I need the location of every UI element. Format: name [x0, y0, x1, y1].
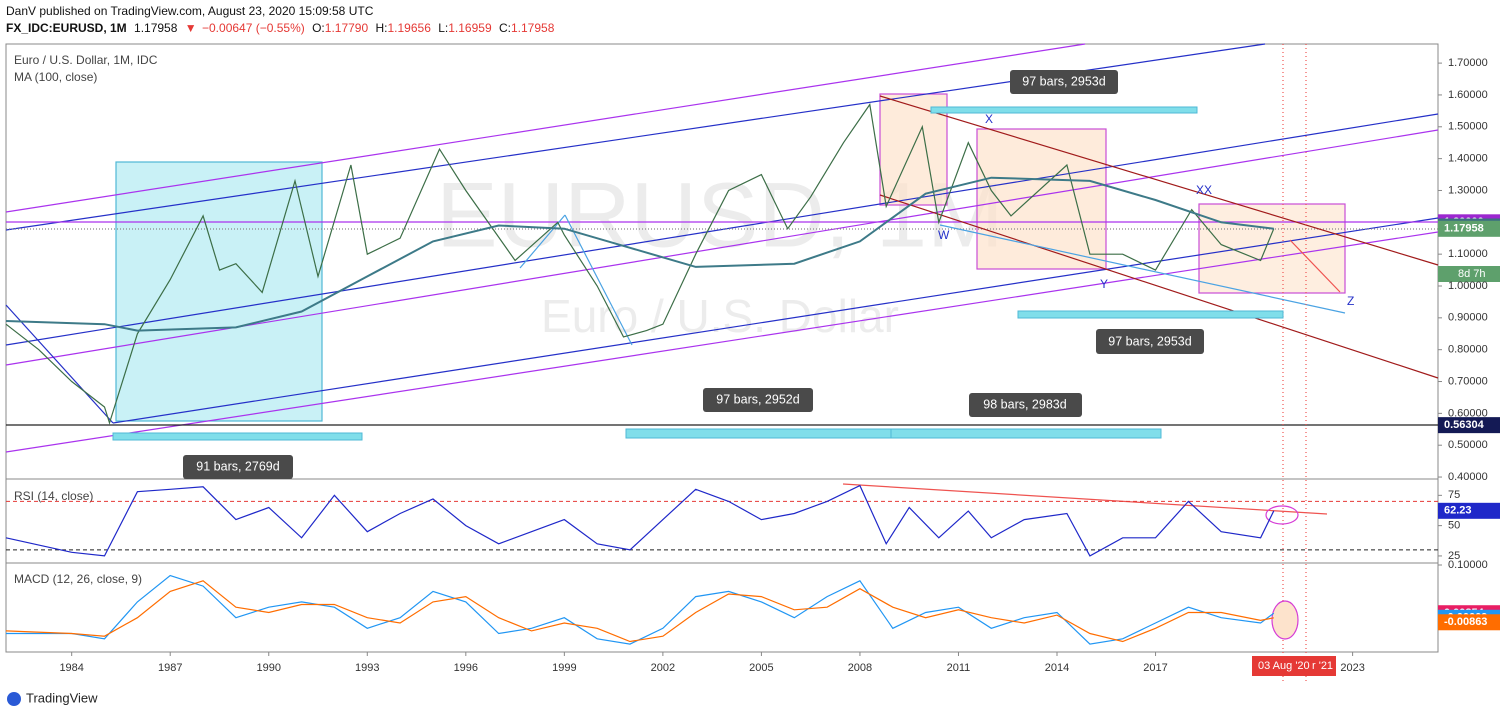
price-badge-label: 1.17958: [1444, 223, 1484, 235]
y-tick-label: 0.50000: [1448, 439, 1488, 451]
wave-label: X: [985, 112, 993, 126]
pane-title: Euro / U.S. Dollar, 1M, IDC: [14, 53, 158, 67]
range-label: 97 bars, 2953d: [1022, 74, 1105, 88]
ohlc-value: 1.16959: [448, 21, 492, 35]
ohlc-label: L:: [438, 21, 448, 35]
range-labels: 97 bars, 2953d 97 bars, 2953d 97 bars, 2…: [183, 70, 1204, 479]
drawings: [5, 43, 1439, 682]
series-line: [5, 484, 1275, 557]
date-label: r '21: [1312, 660, 1333, 672]
price-badge-label: -0.00863: [1444, 616, 1487, 628]
legend-entry: MA (100, close): [14, 70, 97, 84]
wave-label: Y: [1100, 277, 1108, 291]
x-tick-label: 1990: [257, 662, 281, 674]
last: 1.17958: [134, 21, 178, 35]
wave-label: Z: [1347, 294, 1354, 308]
x-tick-label: 2008: [848, 662, 872, 674]
y-tick-label: 0.90000: [1448, 312, 1488, 324]
countdown-badge: [1438, 266, 1500, 282]
y-tick-label: 0.80000: [1448, 344, 1488, 356]
symbol-line: FX_IDC:EURUSD, 1M 1.17958 ▼ −0.00647 (−0…: [6, 21, 555, 35]
ohlc-label: H:: [376, 21, 388, 35]
range-label: 97 bars, 2952d: [716, 392, 799, 406]
series-line: [5, 176, 1274, 332]
series-line: [5, 102, 1275, 425]
y-tick-label: 1.50000: [1448, 121, 1488, 133]
x-tick-label: 2005: [749, 662, 773, 674]
x-tick-label: 2014: [1045, 662, 1069, 674]
brand[interactable]: TradingView: [26, 690, 98, 705]
x-tick-label: 2011: [947, 662, 971, 674]
x-tick-label: 1996: [454, 662, 478, 674]
price-badge: [1438, 220, 1500, 237]
x-tick-label: 1999: [552, 662, 576, 674]
ohlc-label: C:: [499, 21, 511, 35]
y-tick-label: 50: [1448, 520, 1460, 532]
symbol: FX_IDC:EURUSD, 1M: [6, 21, 127, 35]
x-tick-label: 1993: [355, 662, 379, 674]
author-line: DanV published on TradingView.com, Augus…: [6, 4, 374, 18]
date-label: 03 Aug '20: [1258, 660, 1310, 672]
price-badge: [1438, 502, 1500, 519]
x-tick-label: 1984: [59, 662, 83, 674]
ohlc-label: O:: [312, 21, 325, 35]
range-label: 97 bars, 2953d: [1108, 334, 1191, 348]
countdown: 8d 7h: [1458, 268, 1486, 280]
y-tick-label: 1.00000: [1448, 280, 1488, 292]
y-tick-label: 75: [1448, 489, 1460, 501]
wave-labels: X W XX Y Z: [938, 112, 1354, 308]
series-line: [6, 574, 1275, 645]
wave-label: XX: [1196, 183, 1212, 197]
y-tick-label: 0.10000: [1448, 559, 1488, 571]
pane-title: RSI (14, close): [14, 489, 93, 503]
ohlc-value: 1.17790: [325, 21, 369, 35]
y-tick-label: 1.10000: [1448, 248, 1488, 260]
wave-label: W: [938, 228, 950, 242]
watermark-description: Euro / U.S. Dollar: [541, 290, 899, 342]
price-badge: [1438, 417, 1500, 434]
y-tick-label: 0.40000: [1448, 471, 1488, 483]
change: −0.00647 (−0.55%): [202, 21, 305, 35]
y-tick-label: 25: [1448, 550, 1460, 562]
y-tick-label: 1.70000: [1448, 57, 1488, 69]
range-bars: [112, 106, 1284, 441]
y-tick-label: 0.70000: [1448, 375, 1488, 387]
pane-title: MACD (12, 26, close, 9): [14, 572, 142, 586]
y-tick-label: 1.30000: [1448, 184, 1488, 196]
date-badge: [1252, 656, 1336, 676]
y-tick-label: 0.60000: [1448, 407, 1488, 419]
price-badge-label: 62.23: [1444, 505, 1472, 517]
series-line: [5, 580, 1274, 643]
ohlc-value: 1.19656: [388, 21, 432, 35]
range-label: 91 bars, 2769d: [196, 459, 279, 473]
ohlc-value: 1.17958: [511, 21, 555, 35]
y-tick-label: 1.60000: [1448, 89, 1488, 101]
x-tick-label: 2023: [1340, 662, 1364, 674]
x-tick-label: 2017: [1143, 662, 1167, 674]
logo: [7, 692, 21, 706]
y-tick-label: 1.40000: [1448, 153, 1488, 165]
price-badge: [1438, 614, 1500, 631]
x-tick-label: 1987: [158, 662, 182, 674]
arrow: ▼: [185, 21, 197, 35]
x-tick-label: 2002: [651, 662, 675, 674]
range-label: 98 bars, 2983d: [983, 397, 1066, 411]
price-badge-label: 0.56304: [1444, 419, 1485, 431]
